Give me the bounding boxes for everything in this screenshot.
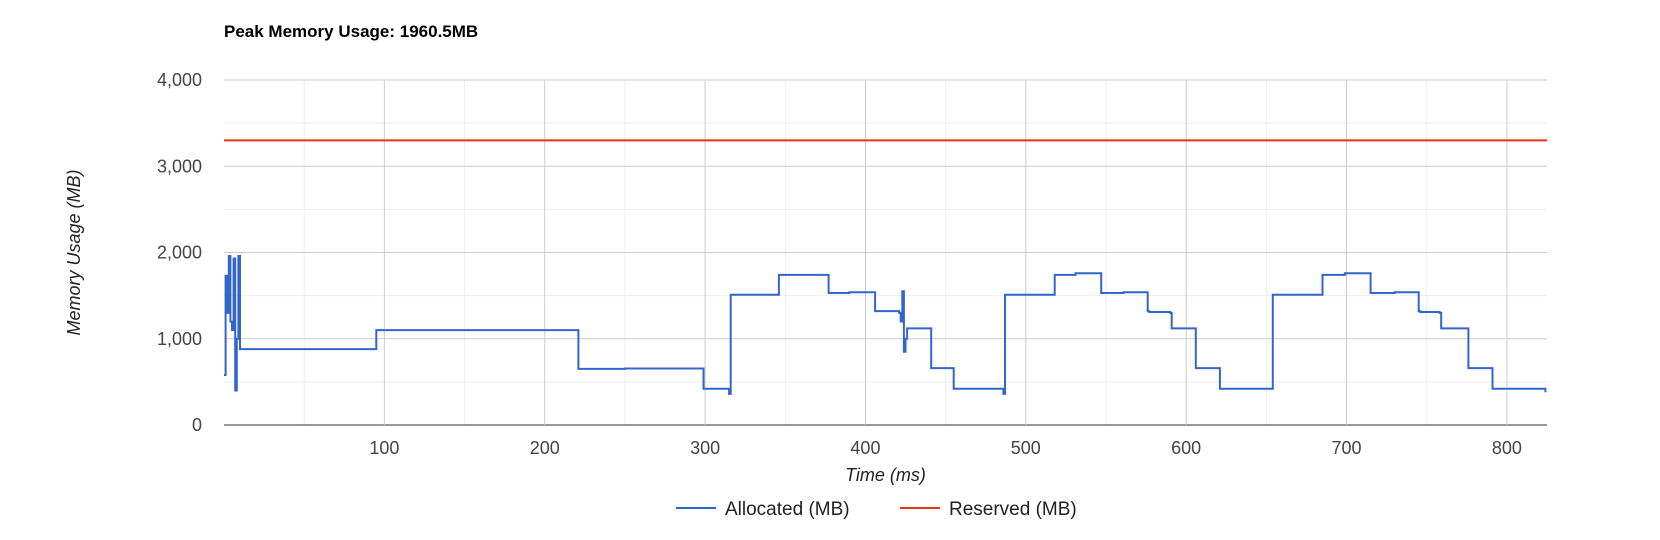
x-axis-title: Time (ms): [845, 465, 926, 485]
x-tick-label: 200: [530, 438, 560, 458]
chart-title: Peak Memory Usage: 1960.5MB: [224, 22, 479, 41]
x-tick-label: 100: [369, 438, 399, 458]
x-tick-label: 700: [1332, 438, 1362, 458]
x-tick-label: 400: [850, 438, 880, 458]
legend-label: Reserved (MB): [949, 499, 1077, 520]
x-tick-label: 500: [1011, 438, 1041, 458]
y-tick-label: 1,000: [157, 329, 202, 349]
series-lines: [224, 139, 1547, 395]
axis-labels: 0 1,000 2,000 3,000 4,000 100 200 300 400 500 600 7…: [157, 70, 1522, 458]
x-tick-label: 800: [1492, 438, 1522, 458]
grid-lines: [224, 79, 1547, 426]
y-axis-title: Memory Usage (MB): [64, 169, 84, 335]
x-tick-label: 300: [690, 438, 720, 458]
y-tick-label: 2,000: [157, 243, 202, 263]
legend-label: Allocated (MB): [725, 499, 850, 520]
y-tick-label: 0: [192, 415, 202, 435]
x-tick-label: 600: [1171, 438, 1201, 458]
y-tick-label: 4,000: [157, 70, 202, 90]
y-tick-label: 3,000: [157, 156, 202, 176]
series-line-allocated: [224, 255, 1547, 395]
legend: Allocated (MB) Reserved (MB): [676, 499, 1077, 520]
